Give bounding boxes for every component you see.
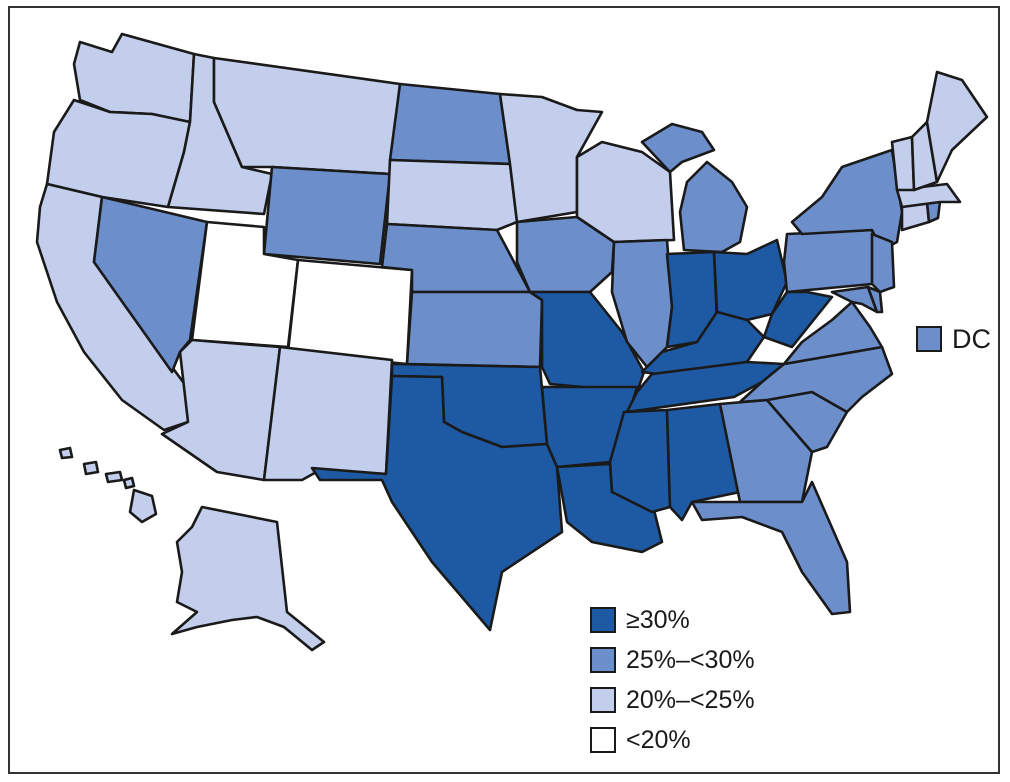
state-montana xyxy=(212,56,402,176)
state-kansas xyxy=(405,290,544,369)
state-new-york xyxy=(790,148,904,252)
dc-label: DC xyxy=(952,324,991,354)
legend-swatch xyxy=(590,647,616,673)
state-alaska xyxy=(170,505,326,652)
legend-label: ≥30% xyxy=(626,605,690,634)
legend: ≥30% 25%–<30% 20%–<25% <20% xyxy=(590,600,755,760)
state-pennsylvania xyxy=(782,228,884,294)
state-mississippi xyxy=(608,408,672,514)
map-frame: DC ≥30% 25%–<30% 20%–<25% <20% xyxy=(8,6,1000,774)
legend-item: ≥30% xyxy=(590,600,755,640)
legend-item: 25%–<30% xyxy=(590,640,755,680)
state-wyoming xyxy=(262,165,392,266)
state-rhode-island xyxy=(925,200,942,224)
state-michigan xyxy=(640,122,749,254)
legend-swatch xyxy=(590,727,616,753)
legend-swatch xyxy=(590,607,616,633)
state-maryland xyxy=(830,285,879,314)
state-south-dakota xyxy=(385,158,519,232)
state-vermont xyxy=(890,135,916,192)
legend-item: <20% xyxy=(590,720,755,760)
us-choropleth-map xyxy=(35,32,989,652)
state-new-jersey xyxy=(870,232,896,294)
state-maine xyxy=(925,70,989,184)
state-texas xyxy=(310,374,564,632)
legend-label: 20%–<25% xyxy=(626,685,755,714)
legend-label: 25%–<30% xyxy=(626,645,755,674)
legend-label: <20% xyxy=(626,725,691,754)
state-hawaii xyxy=(58,446,158,524)
state-florida xyxy=(690,480,852,616)
dc-swatch xyxy=(916,326,942,352)
state-delaware xyxy=(866,285,884,314)
state-colorado xyxy=(286,258,414,366)
legend-swatch xyxy=(590,687,616,713)
legend-item: 20%–<25% xyxy=(590,680,755,720)
state-new-mexico xyxy=(262,345,394,482)
state-wisconsin xyxy=(575,140,676,244)
state-north-dakota xyxy=(388,82,512,166)
